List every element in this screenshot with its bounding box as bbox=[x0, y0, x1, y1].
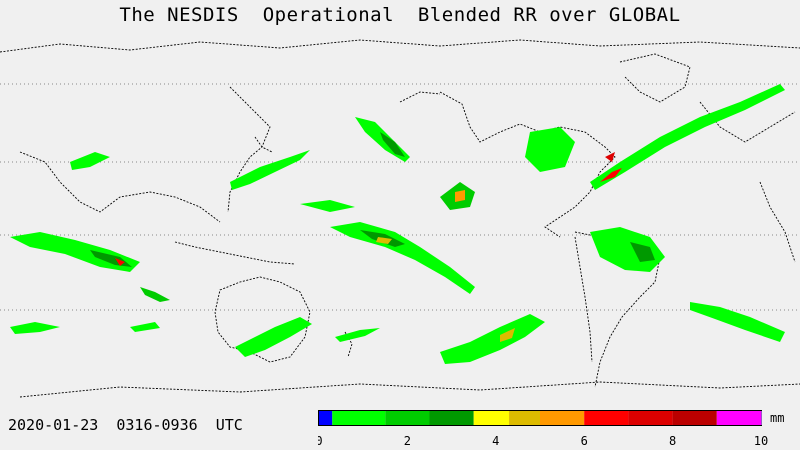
color-swatch bbox=[319, 411, 333, 425]
color-scale-tick-label: 4 bbox=[492, 434, 499, 448]
color-swatch bbox=[628, 411, 673, 425]
rain-cell-amazon-core bbox=[630, 242, 655, 262]
color-scale-tick-label: 10 bbox=[754, 434, 768, 448]
coast-arctic bbox=[0, 39, 800, 53]
coast-africa-edge bbox=[759, 181, 796, 263]
color-swatch bbox=[761, 411, 762, 425]
precipitation-fields bbox=[10, 84, 785, 364]
color-swatch bbox=[584, 411, 629, 425]
coast-greenland bbox=[619, 53, 691, 103]
rain-cell-amazon bbox=[590, 227, 665, 272]
rain-band-west-pacific bbox=[230, 150, 310, 190]
color-swatch bbox=[716, 411, 761, 425]
rain-band-south-australia bbox=[235, 317, 312, 357]
rain-rate-map bbox=[0, 39, 800, 398]
rain-band-south-atlantic bbox=[690, 302, 785, 342]
rain-band-spcz-heavy bbox=[376, 237, 392, 244]
color-swatch bbox=[540, 411, 585, 425]
rain-band-northwest-pacific bbox=[70, 152, 110, 170]
color-swatch bbox=[385, 411, 430, 425]
color-scale-tick-label: 2 bbox=[404, 434, 411, 448]
coast-asia-south bbox=[19, 151, 221, 223]
rain-band-madagascar bbox=[140, 287, 170, 302]
color-swatch bbox=[509, 411, 540, 425]
coast-japan bbox=[254, 136, 273, 153]
date-time-stamp: 2020-01-23 0316-0936 UTC bbox=[8, 416, 243, 434]
coastlines bbox=[0, 39, 800, 398]
color-scale-swatches bbox=[319, 411, 762, 425]
rain-core-north-atlantic-2 bbox=[605, 152, 615, 162]
rain-core-south-pacific bbox=[500, 328, 515, 342]
rain-band-north-atlantic bbox=[590, 84, 785, 190]
coast-asia-east bbox=[227, 86, 271, 213]
coast-australia bbox=[214, 276, 311, 363]
coast-south-america-west bbox=[574, 236, 593, 363]
color-scale-tick-label: 6 bbox=[581, 434, 588, 448]
coast-north-america bbox=[439, 91, 616, 238]
color-swatch bbox=[429, 411, 474, 425]
map-title: The NESDIS Operational Blended RR over G… bbox=[119, 4, 681, 26]
rain-band-spcz bbox=[330, 222, 475, 294]
color-swatch bbox=[332, 411, 386, 425]
color-scale-tick-label: 8 bbox=[669, 434, 676, 448]
color-scale-legend: 0 2 4 6 8 10 mm bbox=[318, 410, 784, 448]
rain-core-north-atlantic bbox=[600, 168, 622, 182]
coast-indonesia bbox=[174, 241, 296, 265]
rain-band-southern-ocean-east bbox=[335, 328, 380, 342]
rain-band-indian-ocean bbox=[10, 232, 140, 272]
rain-band-indian-ocean-heavy bbox=[115, 258, 125, 266]
rain-band-southern-ocean-mid bbox=[130, 322, 160, 332]
color-scale-tick-label: 0 bbox=[318, 434, 323, 448]
rain-band-north-america bbox=[525, 127, 575, 172]
rain-band-south-pacific bbox=[440, 314, 545, 364]
color-scale-ticks: 0 2 4 6 8 10 bbox=[318, 434, 768, 448]
color-scale-unit: mm bbox=[770, 411, 784, 425]
rain-core-north-pacific bbox=[380, 132, 405, 157]
color-swatch bbox=[473, 411, 510, 425]
coast-antarctica bbox=[19, 381, 800, 398]
color-swatch bbox=[672, 411, 717, 425]
rain-cell-central-pacific-core bbox=[455, 190, 465, 202]
rain-cell-north-pacific-small bbox=[300, 200, 355, 212]
coast-alaska bbox=[399, 91, 441, 103]
rain-band-southern-ocean-west bbox=[10, 322, 60, 334]
